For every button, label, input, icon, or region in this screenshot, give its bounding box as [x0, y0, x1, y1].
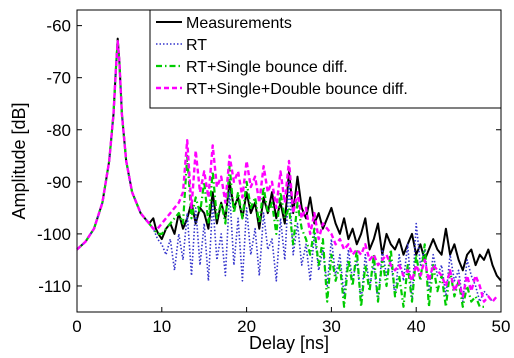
legend-label-1: Measurements [186, 15, 292, 32]
series-line-3 [76, 40, 484, 308]
x-tick-label: 0 [72, 317, 81, 336]
x-tick-label: 30 [322, 317, 341, 336]
series-line-2 [76, 40, 494, 303]
y-tick-label: -90 [46, 173, 71, 192]
legend-box [149, 9, 502, 109]
y-tick-label: -80 [46, 121, 71, 140]
x-tick-label: 50 [492, 317, 511, 336]
y-axis-label: Amplitude [dB] [9, 102, 29, 219]
legend-label-4: RT+Single+Double bounce diff. [186, 81, 408, 98]
series-layer [76, 37, 502, 308]
legend-label-3: RT+Single bounce diff. [186, 59, 348, 76]
y-tick-label: -70 [46, 69, 71, 88]
y-tick-label: -110 [38, 277, 71, 296]
y-tick-label: -100 [37, 225, 71, 244]
legend: Measurements RT RT+Single bounce diff. RT+S… [149, 9, 502, 109]
y-tick-label: -60 [46, 17, 71, 36]
legend-items: Measurements RT RT+Single bounce diff. RT+S… [156, 15, 408, 98]
series-line-4 [76, 40, 498, 303]
x-tick-label: 40 [407, 317, 426, 336]
x-axis-label: Delay [ns] [249, 333, 329, 353]
x-tick-label: 20 [237, 317, 256, 336]
x-tick-label: 10 [152, 317, 171, 336]
legend-label-2: RT [186, 37, 207, 54]
